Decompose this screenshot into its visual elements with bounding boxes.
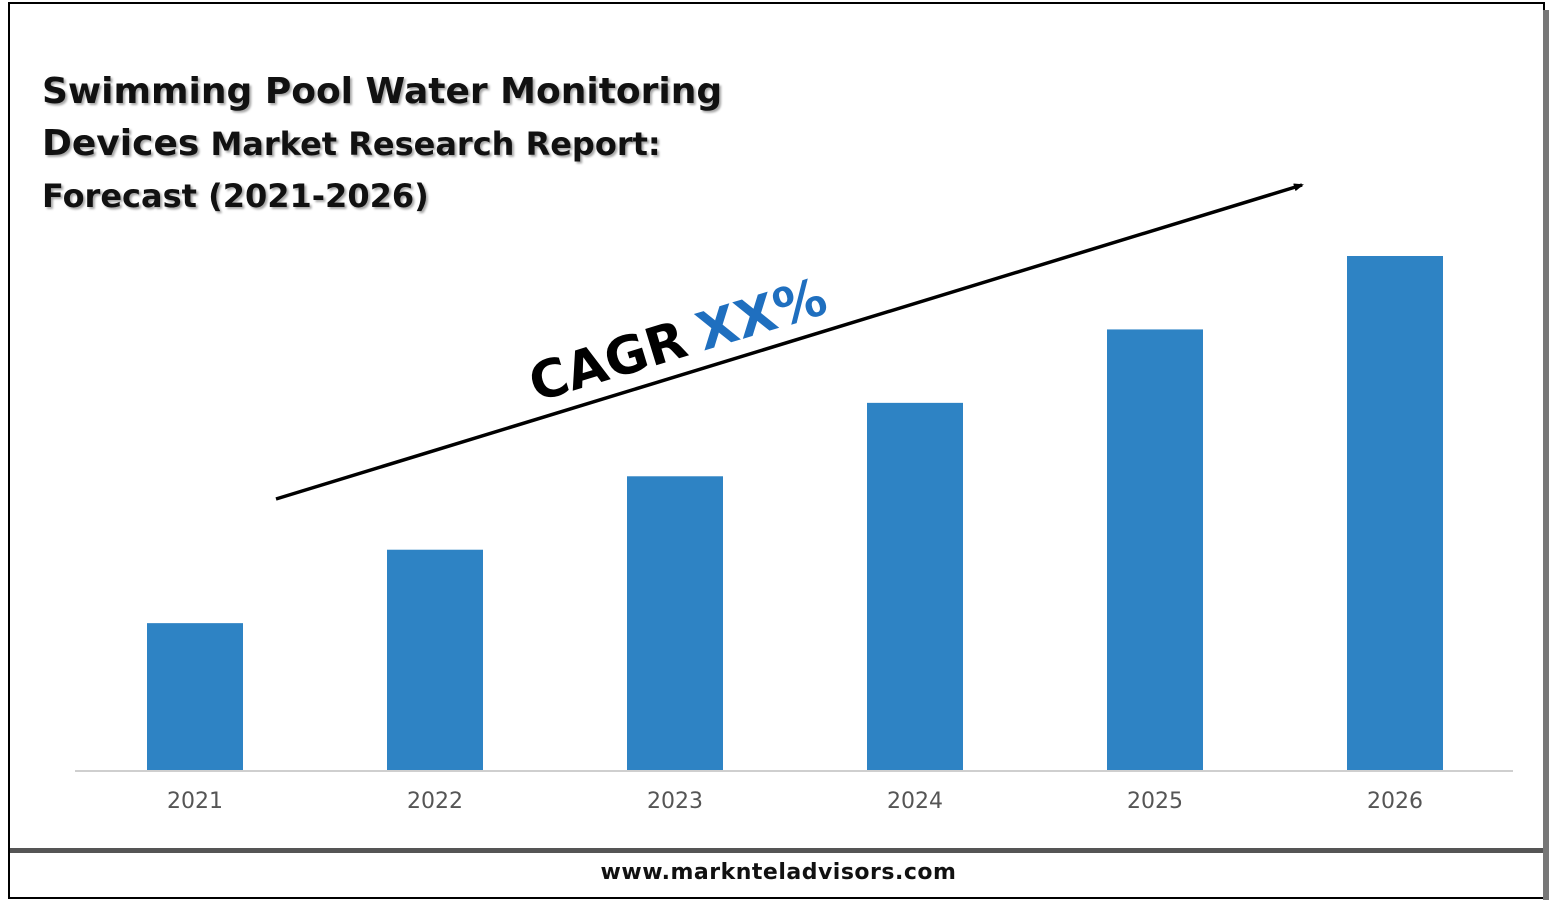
title-line-2-big: Devices [42, 123, 200, 164]
title-line-2-rest: Market Research Report: [199, 125, 661, 163]
bars-group [147, 256, 1443, 770]
x-tick-label-2024: 2024 [887, 789, 943, 814]
tick-labels-group: 2021 2022 2023 2024 2025 2026 [167, 789, 1423, 814]
title-line-2: Devices Market Research Report: [42, 118, 742, 170]
x-tick-label-2025: 2025 [1127, 789, 1183, 814]
title-line-3: Forecast (2021-2026) [42, 177, 429, 215]
footer-divider [10, 848, 1543, 853]
bar-2023 [627, 476, 723, 770]
bar-2021 [147, 623, 243, 770]
bar-2022 [387, 549, 483, 770]
chart-title: Swimming Pool Water Monitoring Devices M… [42, 66, 742, 222]
title-line-1: Swimming Pool Water Monitoring [42, 71, 723, 112]
frame-shadow [1543, 10, 1549, 900]
bar-2026 [1347, 256, 1443, 770]
x-tick-label-2022: 2022 [407, 789, 463, 814]
bar-2024 [867, 402, 963, 770]
x-tick-label-2023: 2023 [647, 789, 703, 814]
footer-url: www.marknteladvisors.com [600, 860, 957, 885]
bar-2025 [1107, 329, 1203, 770]
x-tick-label-2021: 2021 [167, 789, 223, 814]
x-tick-label-2026: 2026 [1367, 789, 1423, 814]
chart-frame [8, 2, 1545, 899]
growth-arrow [275, 183, 1304, 501]
